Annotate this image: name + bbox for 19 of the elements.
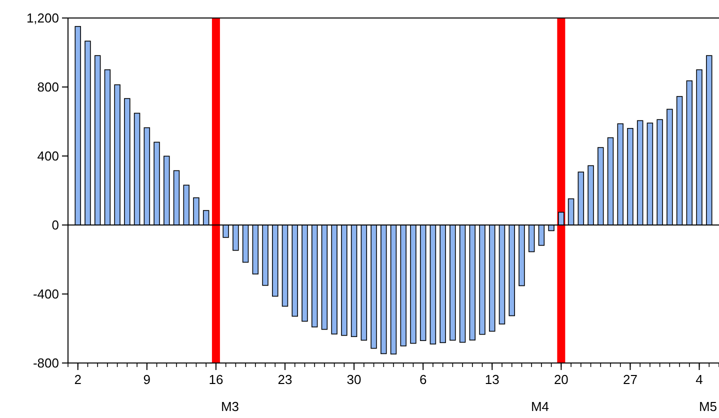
y-tick-label: 800 (37, 80, 59, 95)
x-tick-label: 16 (208, 372, 224, 387)
x-tick-label: 9 (143, 372, 151, 387)
x-tick-label: 20 (554, 372, 568, 387)
x-tick-label: 23 (278, 372, 292, 387)
y-tick-label: -400 (32, 286, 59, 302)
y-tick-label: 1,200 (26, 10, 59, 26)
y-tick-label: 0 (52, 218, 59, 233)
x-tick-label: 30 (346, 372, 362, 387)
text: M3 (220, 399, 240, 414)
x-tick-label: 4 (696, 372, 703, 387)
x-tick-label: 6 (419, 372, 427, 387)
x-tick-label: 27 (622, 372, 638, 387)
x-tick-label: 13 (484, 372, 500, 387)
text: M4 (530, 399, 550, 414)
text: M5 (698, 399, 718, 414)
y-tick-label: 400 (37, 148, 59, 164)
x-tick-label: 2 (74, 372, 82, 387)
y-tick-label: -800 (32, 356, 59, 371)
